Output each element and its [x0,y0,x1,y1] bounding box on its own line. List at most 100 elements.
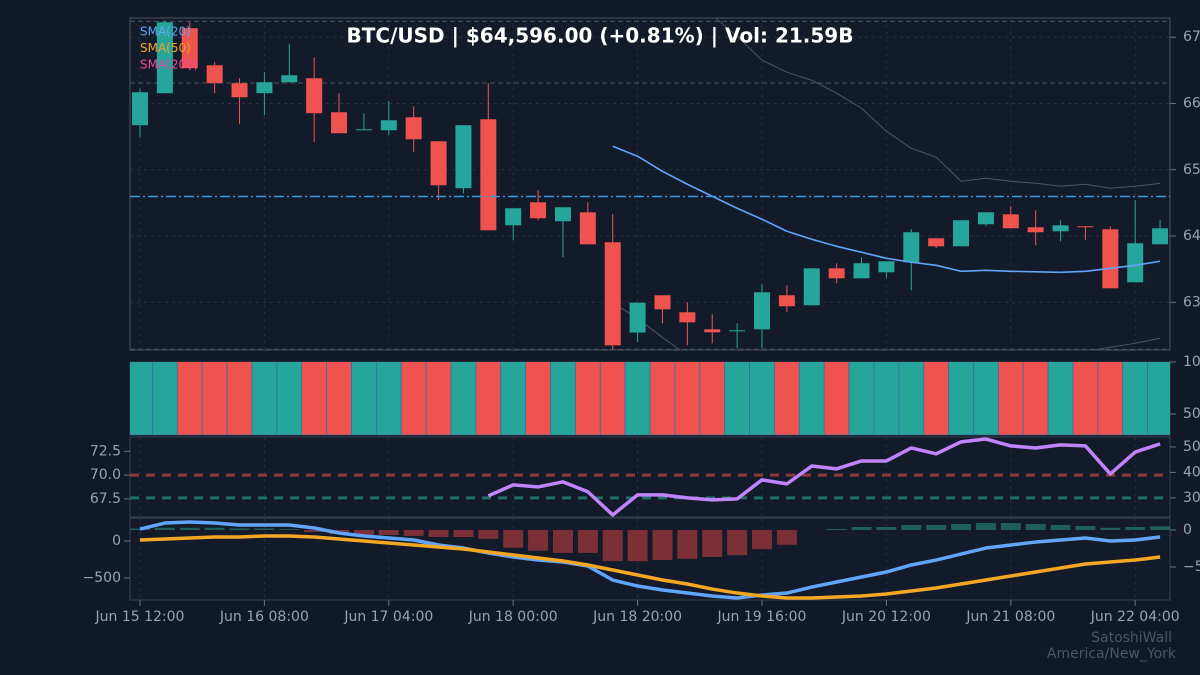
macd-plot [130,520,1170,600]
candle-body [331,112,348,134]
candle-body [1102,229,1119,289]
candle-body [256,82,273,94]
volume-bar [550,362,576,435]
y-tick-label: 70.0 [90,467,121,483]
candle-body [181,28,198,69]
volume-bar [326,362,352,435]
histogram-bar [552,529,573,553]
histogram-bar [1025,523,1046,530]
histogram-bar [378,529,399,536]
histogram-bar [254,528,275,530]
volume-bar [425,362,452,435]
candle-body [281,75,298,83]
volume-bar [898,362,925,435]
volume-bar [1047,362,1074,435]
candle-body [306,78,323,114]
histogram-bar [926,524,947,530]
histogram-bar [403,529,424,536]
histogram-bar [279,529,300,530]
candle-body [380,120,397,131]
x-tick-label: Jun 16 08:00 [219,609,309,625]
candle-body [156,22,173,94]
rsi-plot [130,437,1170,517]
candle-body [654,295,671,310]
axes: 6300064000650006600067000500100067.570.0… [83,18,1200,625]
x-tick-label: Jun 17 04:00 [343,609,433,625]
price-plot [130,18,1170,350]
volume-bar [226,362,253,435]
histogram-bar [577,529,598,553]
y-tick-label: −500 [83,570,121,586]
volume-bar [525,362,551,435]
histogram-bar [353,529,374,536]
candle-body [1027,227,1044,233]
volume-bar [201,362,228,435]
candle-body [754,292,770,330]
volume-bar [624,362,651,435]
candle-body [704,329,721,333]
y-tick-label: 63000 [1183,294,1200,310]
y-tick-label: 0 [1183,522,1192,538]
candle-body [604,242,621,346]
timezone: America/New_York [1047,646,1177,662]
histogram-bar [901,524,922,530]
volume-bar [400,362,427,435]
x-tick-label: Jun 15 12:00 [95,609,185,625]
candle-body [953,220,970,247]
histogram-bar [204,527,225,530]
histogram-bar [677,529,698,559]
histogram-bar [154,527,175,530]
volume-bar [1072,362,1099,435]
candle-body [1077,226,1094,228]
volume-bar [130,362,153,435]
candle-body [430,141,447,186]
candle-body [1127,243,1144,283]
macd-line [139,534,1161,600]
histogram-bar [428,529,449,538]
candle-body [1052,225,1069,232]
candle-body [679,312,696,323]
y-tick-label: 30 [1183,490,1200,506]
histogram-bar [652,529,673,560]
volume-bar [948,362,974,435]
histogram-bar [702,529,723,558]
y-tick-label: 72.5 [90,443,121,459]
volume-bar [575,362,601,435]
y-tick-label: 64000 [1183,228,1200,244]
volume-bar [1147,362,1170,435]
histogram-bar [776,529,797,545]
y-tick-label: −50 [1183,559,1200,575]
histogram-bar [752,529,772,550]
overlay: SMA(20) SMA(50) SMA(200) [140,25,198,72]
volume-bar [774,362,800,435]
histogram-bar [951,523,972,530]
histogram-bar [130,528,150,530]
histogram-bar [179,527,200,530]
x-tick-label: Jun 20 12:00 [841,609,931,625]
volume-bar [724,362,750,435]
volume-bar [749,362,775,435]
histogram-bar [1050,524,1071,530]
volume-bar [873,362,900,435]
y-tick-label: 67.5 [90,491,121,507]
volume-bar [351,362,377,435]
volume-bar [973,362,999,435]
volume-bar [699,362,726,435]
y-tick-label: 0 [112,533,121,549]
legend-entry: SMA(20) [140,25,191,39]
volume-bar [1097,362,1124,435]
candle-body [355,129,372,131]
y-tick-label: 67000 [1183,29,1200,45]
y-tick-label: 66000 [1183,95,1200,111]
candle-body [579,212,596,245]
volume-bar [1122,362,1149,435]
upper-band [714,18,1161,189]
histogram-bar [826,528,847,530]
rsi-panel [129,436,1171,518]
histogram-bar [602,529,623,562]
histogram-bar [304,529,325,532]
legend-entry: SMA(50) [140,41,191,55]
histogram-bar [851,527,872,530]
